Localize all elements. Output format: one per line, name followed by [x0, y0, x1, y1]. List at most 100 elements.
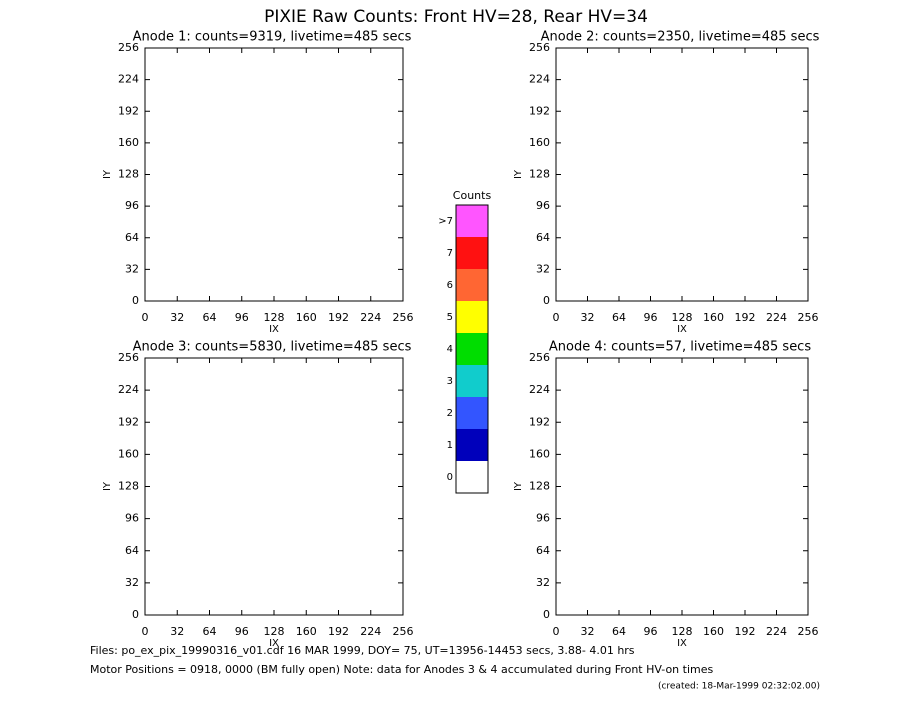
x-tick-label: 0	[553, 311, 560, 324]
y-tick-label: 0	[132, 294, 139, 307]
colorbar-label: 3	[447, 376, 453, 387]
x-axis-label: IX	[269, 638, 279, 649]
y-axis-label: IY	[513, 481, 524, 491]
colorbar-label: 7	[447, 248, 453, 259]
colorbar-swatch	[456, 269, 488, 301]
x-tick-label: 192	[328, 625, 349, 638]
y-tick-label: 160	[529, 136, 550, 149]
y-tick-label: 160	[118, 136, 139, 149]
y-tick-label: 96	[125, 512, 139, 525]
x-tick-label: 96	[644, 625, 658, 638]
y-tick-label: 0	[132, 608, 139, 621]
colorbar-label: 1	[447, 440, 453, 451]
y-tick-label: 32	[536, 576, 550, 589]
panel-title: Anode 4: counts=57, livetime=485 secs	[549, 340, 811, 355]
y-tick-label: 64	[125, 231, 139, 244]
y-tick-label: 224	[118, 73, 139, 86]
x-tick-label: 0	[142, 311, 149, 324]
x-tick-label: 224	[360, 311, 381, 324]
colorbar-frame	[455, 204, 489, 494]
x-tick-label: 64	[203, 625, 217, 638]
colorbar-swatch	[456, 205, 488, 237]
x-tick-label: 64	[612, 311, 626, 324]
colorbar-label: 6	[447, 280, 453, 291]
plot-frame	[144, 47, 404, 302]
y-tick-label: 0	[543, 294, 550, 307]
colorbar-swatch	[456, 461, 488, 493]
y-tick-label: 192	[118, 104, 139, 117]
x-tick-label: 128	[264, 311, 285, 324]
colorbar-swatch	[456, 429, 488, 461]
x-tick-label: 96	[235, 311, 249, 324]
x-tick-label: 96	[644, 311, 658, 324]
y-tick-label: 224	[529, 73, 550, 86]
x-tick-label: 224	[360, 625, 381, 638]
x-tick-label: 160	[296, 625, 317, 638]
x-axis-label: IX	[677, 638, 687, 649]
x-tick-label: 64	[203, 311, 217, 324]
y-tick-label: 64	[536, 544, 550, 557]
x-tick-label: 32	[170, 311, 184, 324]
x-tick-label: 160	[296, 311, 317, 324]
x-axis-label: IX	[677, 324, 687, 335]
colorbar-title: Counts	[453, 189, 492, 202]
y-tick-label: 160	[118, 447, 139, 460]
colorbar-label: 5	[447, 312, 453, 323]
x-tick-label: 0	[142, 625, 149, 638]
y-tick-label: 192	[529, 415, 550, 428]
x-tick-label: 224	[766, 625, 787, 638]
y-tick-label: 64	[536, 231, 550, 244]
colorbar-swatch	[456, 301, 488, 333]
y-tick-label: 256	[118, 351, 139, 364]
x-tick-label: 64	[612, 625, 626, 638]
y-tick-label: 160	[529, 447, 550, 460]
x-tick-label: 192	[735, 625, 756, 638]
x-tick-label: 256	[393, 311, 414, 324]
footer-line: Motor Positions = 0918, 0000 (BM fully o…	[90, 663, 713, 676]
colorbar-label: >7	[438, 216, 453, 227]
page-title: PIXIE Raw Counts: Front HV=28, Rear HV=3…	[264, 7, 648, 27]
x-tick-label: 256	[798, 625, 819, 638]
x-tick-label: 0	[553, 625, 560, 638]
plot-frame	[555, 357, 809, 616]
y-axis-label: IY	[102, 169, 113, 179]
colorbar-swatch	[456, 397, 488, 429]
x-tick-label: 192	[735, 311, 756, 324]
y-tick-label: 0	[543, 608, 550, 621]
x-tick-label: 160	[703, 625, 724, 638]
y-tick-label: 256	[529, 41, 550, 54]
y-tick-label: 224	[118, 383, 139, 396]
y-tick-label: 128	[118, 480, 139, 493]
colorbar-swatch	[456, 365, 488, 397]
x-tick-label: 128	[672, 311, 693, 324]
footer-line: Files: po_ex_pix_19990316_v01.cdf 16 MAR…	[90, 644, 635, 657]
x-tick-label: 160	[703, 311, 724, 324]
y-tick-label: 128	[529, 480, 550, 493]
x-tick-label: 256	[393, 625, 414, 638]
y-tick-label: 64	[125, 544, 139, 557]
y-tick-label: 96	[125, 199, 139, 212]
y-tick-label: 256	[118, 41, 139, 54]
panel-title: Anode 3: counts=5830, livetime=485 secs	[133, 340, 412, 355]
colorbar-label: 2	[447, 408, 453, 419]
x-tick-label: 192	[328, 311, 349, 324]
colorbar-label: 4	[447, 344, 453, 355]
colorbar-swatch	[456, 237, 488, 269]
panel-title: Anode 1: counts=9319, livetime=485 secs	[133, 30, 412, 45]
plot-frame	[555, 47, 809, 302]
y-tick-label: 96	[536, 512, 550, 525]
x-tick-label: 96	[235, 625, 249, 638]
x-tick-label: 32	[581, 625, 595, 638]
x-tick-label: 256	[798, 311, 819, 324]
colorbar-swatch	[456, 333, 488, 365]
y-tick-label: 256	[529, 351, 550, 364]
colorbar-label: 0	[447, 472, 453, 483]
y-axis-label: IY	[513, 169, 524, 179]
x-tick-label: 32	[581, 311, 595, 324]
x-tick-label: 128	[672, 625, 693, 638]
y-tick-label: 32	[125, 262, 139, 275]
y-tick-label: 192	[529, 104, 550, 117]
y-axis-label: IY	[102, 481, 113, 491]
y-tick-label: 128	[118, 168, 139, 181]
